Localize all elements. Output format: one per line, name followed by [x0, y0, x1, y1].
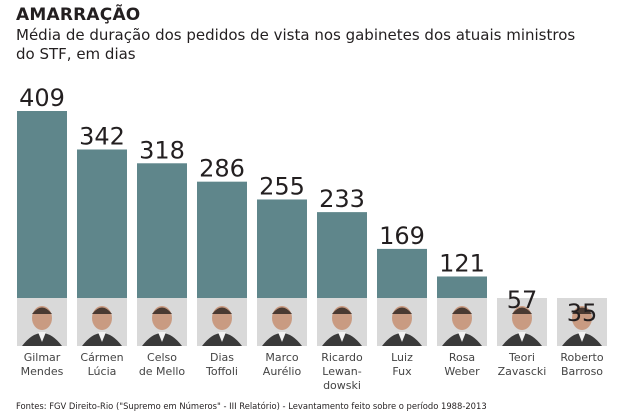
portrait-6 [377, 298, 427, 346]
value-label-4: 255 [259, 172, 305, 200]
chart-subtitle: Média de duração dos pedidos de vista no… [16, 26, 576, 64]
portrait-1 [77, 298, 127, 346]
category-label-9-1: Barroso [561, 365, 603, 378]
category-label-7-1: Weber [444, 365, 480, 378]
category-label-5-0: Ricardo [321, 351, 363, 364]
category-label-3-0: Dias [210, 351, 234, 364]
source-note: Fontes: FGV Direito-Rio ("Supremo em Núm… [16, 401, 487, 411]
category-label-9-0: Roberto [560, 351, 603, 364]
value-label-9: 35 [567, 299, 598, 327]
category-label-1-0: Cármen [80, 351, 123, 364]
portrait-9 [557, 298, 607, 346]
portrait-7 [437, 298, 487, 346]
portrait-8 [497, 298, 547, 346]
category-label-0-1: Mendes [21, 365, 64, 378]
category-label-4-0: Marco [265, 351, 299, 364]
portrait-0 [17, 298, 67, 346]
value-label-0: 409 [19, 84, 65, 112]
value-label-2: 318 [139, 136, 185, 164]
category-label-7-0: Rosa [449, 351, 475, 364]
portrait-5 [317, 298, 367, 346]
category-label-5-1: Lewan- [322, 365, 361, 378]
category-label-6-1: Fux [392, 365, 412, 378]
value-label-5: 233 [319, 185, 365, 213]
portrait-4 [257, 298, 307, 346]
category-label-2-0: Celso [147, 351, 177, 364]
value-label-7: 121 [439, 249, 485, 277]
category-label-2-1: de Mello [139, 365, 186, 378]
category-label-5-2: dowski [323, 379, 361, 392]
category-label-8-1: Zavascki [498, 365, 547, 378]
portrait-3 [197, 298, 247, 346]
value-label-3: 286 [199, 155, 245, 183]
category-label-8-0: Teori [508, 351, 535, 364]
portrait-2 [137, 298, 187, 346]
chart-title: AMARRAÇÃO [16, 5, 141, 25]
value-label-1: 342 [79, 122, 125, 150]
chart-subtitle-line-2: do STF, em dias [16, 45, 136, 63]
category-label-0-0: Gilmar [24, 351, 61, 364]
value-label-8: 57 [507, 286, 538, 314]
chart-subtitle-line-1: Média de duração dos pedidos de vista no… [16, 26, 576, 44]
category-label-4-1: Aurélio [263, 365, 302, 378]
value-label-6: 169 [379, 222, 425, 250]
category-label-1-1: Lúcia [88, 365, 117, 378]
category-label-3-1: Toffoli [205, 365, 238, 378]
category-label-6-0: Luiz [391, 351, 413, 364]
